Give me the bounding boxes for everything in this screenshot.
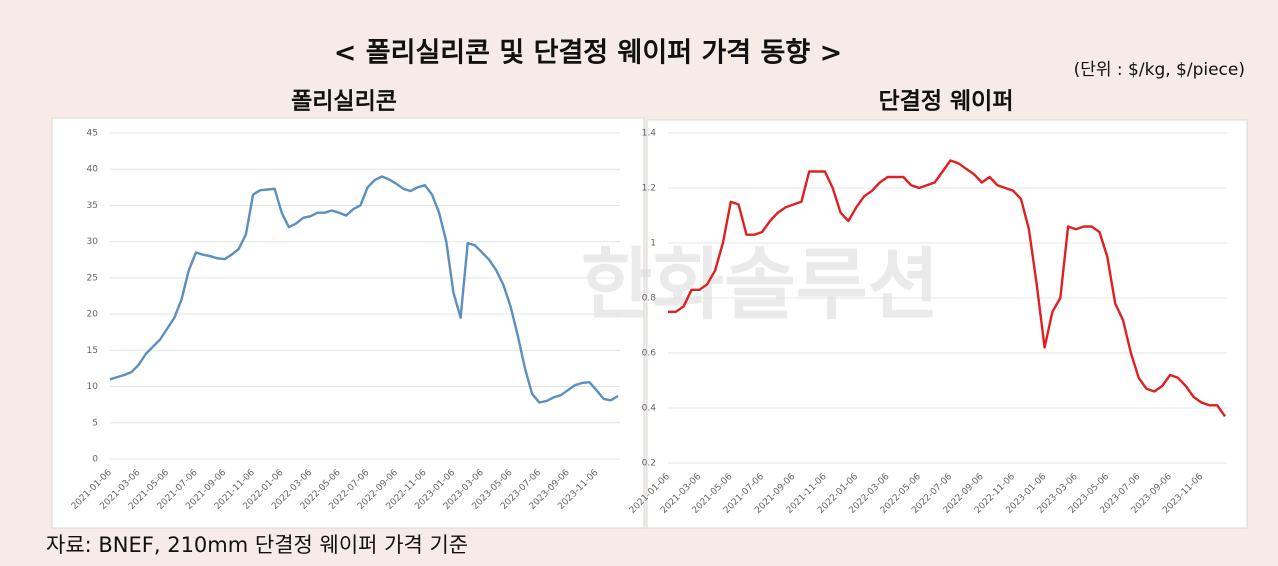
y-tick-label: 40	[87, 165, 99, 175]
y-tick-label: 0	[92, 455, 98, 465]
y-tick-label: 1	[650, 239, 656, 249]
chart-frame	[51, 117, 645, 529]
data-line	[109, 175, 619, 404]
y-tick-label: 5	[92, 418, 98, 428]
page-title: < 폴리실리콘 및 단결정 웨이퍼 가격 동향 >	[334, 38, 843, 69]
y-tick-label: 0.8	[642, 294, 657, 304]
unit-note: (단위 : $/kg, $/piece)	[1074, 60, 1245, 80]
watermark: 한화솔루션	[581, 240, 940, 330]
y-tick-label: 0.4	[642, 404, 657, 414]
y-tick-label: 25	[87, 273, 98, 283]
y-tick-label: 30	[87, 237, 99, 247]
y-tick-label: 45	[87, 129, 98, 139]
y-tick-label: 10	[87, 382, 99, 392]
y-tick-label: 0.2	[642, 459, 656, 469]
y-tick-label: 1.2	[642, 184, 656, 194]
y-tick-label: 0.6	[642, 349, 657, 359]
y-tick-label: 35	[87, 201, 98, 211]
source-note: 자료: BNEF, 210mm 단결정 웨이퍼 가격 기준	[46, 533, 468, 557]
chart-title: 단결정 웨이퍼	[879, 89, 1014, 115]
data-line	[668, 159, 1226, 417]
chart-title: 폴리실리콘	[291, 89, 397, 115]
y-tick-label: 15	[87, 346, 98, 356]
y-tick-label: 20	[87, 310, 99, 320]
y-tick-label: 1.4	[642, 129, 657, 139]
